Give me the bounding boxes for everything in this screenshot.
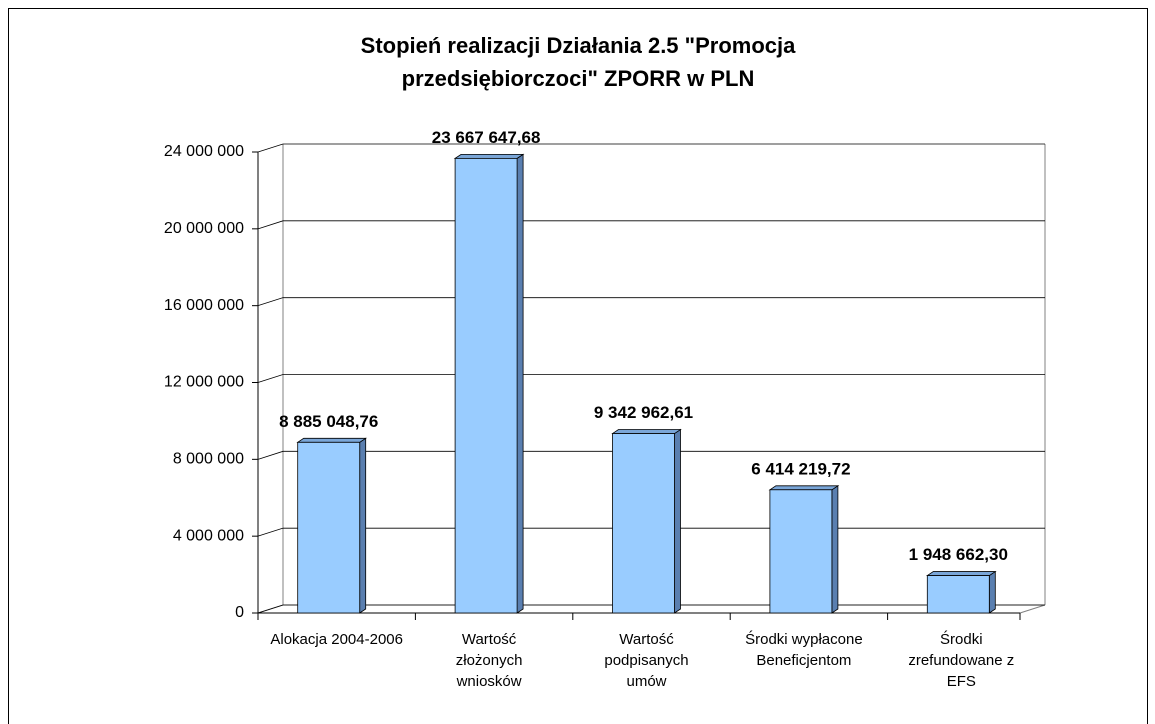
grid-line <box>257 374 1045 383</box>
bar-top <box>925 571 997 576</box>
bar-side <box>674 428 681 614</box>
value-label: 6 414 219,72 <box>751 459 850 478</box>
bar <box>769 489 833 614</box>
grid-line <box>257 450 1045 460</box>
x-tick-label: Środki zrefundowane z EFS <box>908 631 1015 690</box>
grid-line <box>257 143 1045 153</box>
bar-top <box>296 437 368 443</box>
bar <box>454 157 518 614</box>
value-label: 9 342 962,61 <box>594 403 693 422</box>
y-tick-label: 16 000 000 <box>164 297 244 314</box>
bar <box>926 575 990 614</box>
y-tick-label: 20 000 000 <box>164 220 244 237</box>
bar-side <box>359 437 367 614</box>
bar <box>297 441 361 614</box>
y-tick-label: 24 000 000 <box>164 143 244 160</box>
bar-top <box>611 429 682 434</box>
y-tick-label: 12 000 000 <box>164 374 244 391</box>
x-tick-label: Alokacja 2004-2006 <box>270 631 403 648</box>
x-tick-label: Wartość złożonych wniosków <box>455 631 523 690</box>
grid-line <box>257 297 1045 307</box>
bar-side <box>831 485 839 614</box>
x-tick-label: Wartość podpisanych umów <box>604 631 689 690</box>
chart-title: Stopień realizacji Działania 2.5 "Promoc… <box>361 33 796 91</box>
bar-side <box>988 570 996 614</box>
value-label: 23 667 647,68 <box>432 128 541 147</box>
value-label: 8 885 048,76 <box>279 412 378 431</box>
grid-line <box>257 220 1045 230</box>
y-tick-label: 8 000 000 <box>173 451 244 468</box>
bar-top <box>768 485 840 491</box>
x-tick-label: Środki wypłacone Beneficjentom <box>745 631 863 669</box>
y-tick-label: 0 <box>235 604 244 621</box>
chart-frame <box>8 8 1148 724</box>
bar-top <box>453 153 525 159</box>
bar <box>612 433 675 614</box>
value-label: 1 948 662,30 <box>909 545 1008 564</box>
y-tick-label: 4 000 000 <box>173 527 244 544</box>
bar-side <box>516 153 524 614</box>
